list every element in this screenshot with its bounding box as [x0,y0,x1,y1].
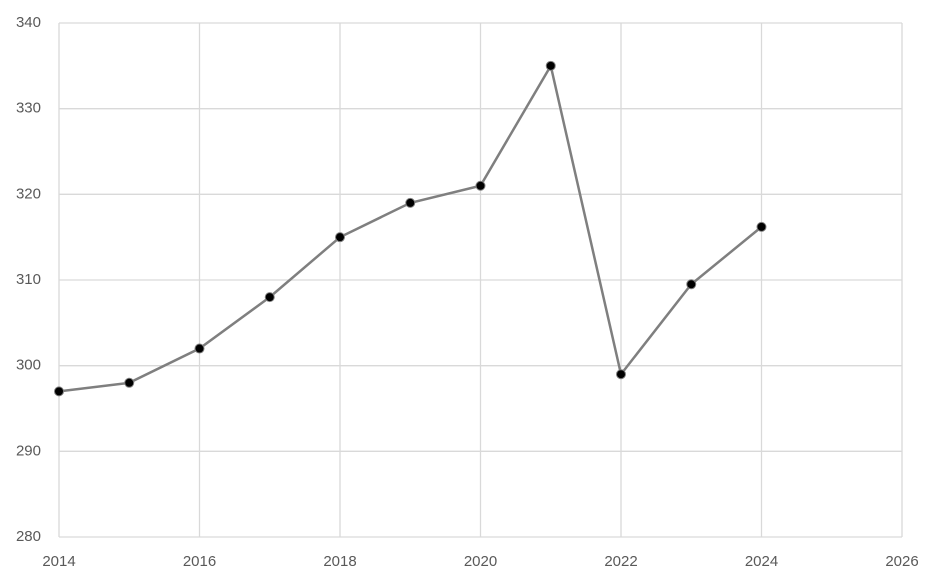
y-tick-label: 310 [16,271,41,288]
x-tick-label: 2016 [183,553,216,570]
y-tick-label: 280 [16,528,41,545]
y-tick-label: 300 [16,357,41,374]
data-line [58,62,763,393]
data-point [545,60,556,71]
data-point [264,292,275,303]
data-point [686,279,697,290]
x-tick-label: 2024 [745,553,778,570]
data-point [54,386,64,397]
x-tick-label: 2022 [604,553,637,570]
y-tick-label: 290 [16,442,41,459]
data-point [194,343,205,354]
data-point [616,369,626,380]
data-point [475,180,486,191]
x-tick-label: 2018 [323,553,356,570]
x-tick-label: 2026 [885,553,918,570]
x-tick-label: 2014 [42,553,75,570]
x-tick-label: 2020 [464,553,497,570]
y-tick-label: 330 [16,100,41,117]
data-point [335,232,345,243]
y-tick-label: 340 [16,14,41,31]
data-point [756,221,767,232]
data-point [124,377,135,388]
data-point [405,197,416,208]
y-tick-label: 320 [16,185,41,202]
